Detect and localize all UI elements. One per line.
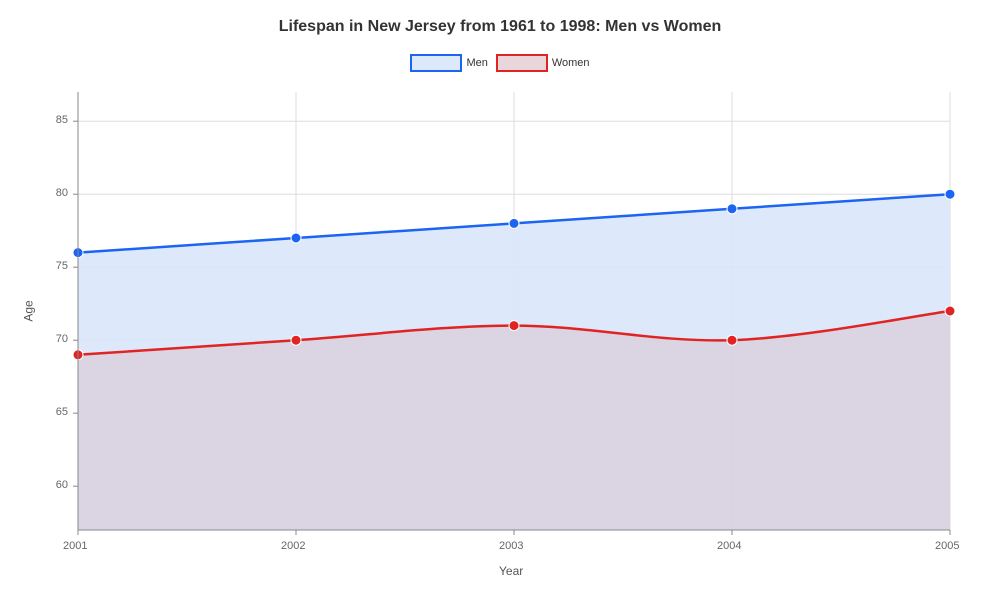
x-axis-label: Year xyxy=(499,564,523,578)
y-tick-label: 65 xyxy=(56,406,68,418)
y-tick-label: 70 xyxy=(56,333,68,345)
y-tick-label: 80 xyxy=(56,187,68,199)
chart-svg xyxy=(0,0,1000,600)
y-tick-label: 75 xyxy=(56,260,68,272)
x-tick-label: 2001 xyxy=(63,540,87,552)
x-tick-label: 2004 xyxy=(717,540,741,552)
x-tick-label: 2003 xyxy=(499,540,523,552)
y-tick-label: 60 xyxy=(56,479,68,491)
chart-container: Lifespan in New Jersey from 1961 to 1998… xyxy=(0,0,1000,600)
x-tick-label: 2002 xyxy=(281,540,305,552)
x-tick-label: 2005 xyxy=(935,540,959,552)
y-axis-label: Age xyxy=(22,300,36,321)
y-tick-label: 85 xyxy=(56,114,68,126)
